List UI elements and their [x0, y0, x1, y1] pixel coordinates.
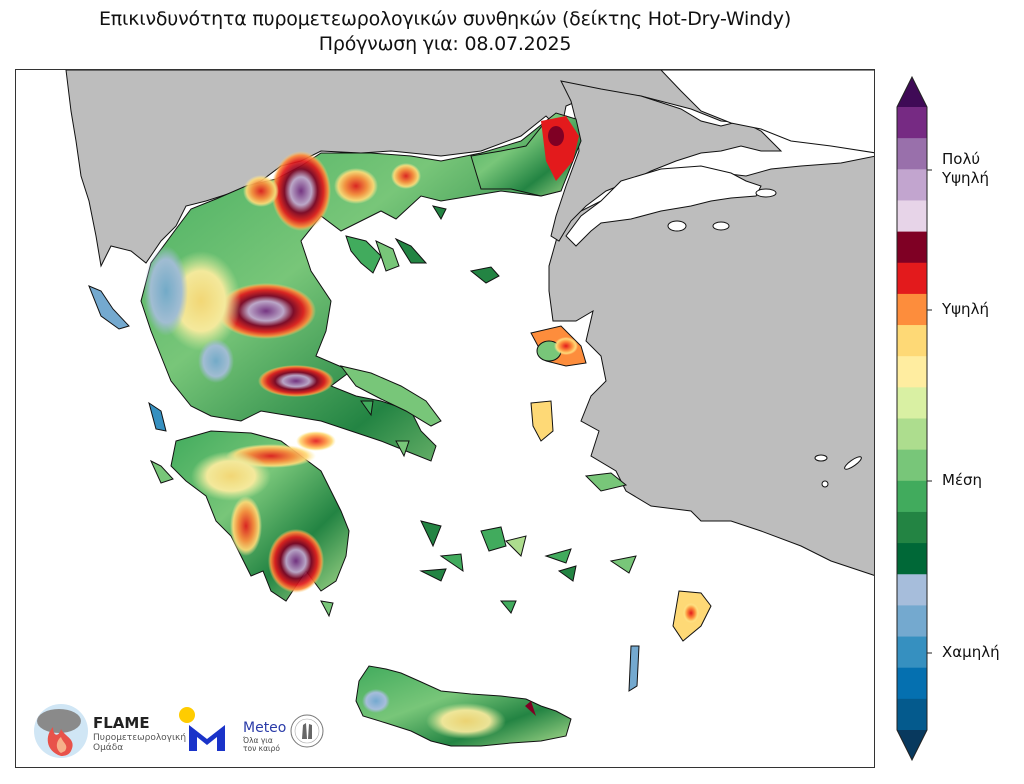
colorbar-segment: [897, 511, 927, 544]
colorbar-segment: [897, 387, 927, 420]
colorbar-segment: [897, 480, 927, 513]
hdw-risk-map: [65, 70, 874, 747]
meteo-logo-subtitle: Όλα για τον καιρό: [243, 736, 280, 753]
colorbar-tick-label: Πολύ Υψηλή: [942, 150, 989, 187]
colorbar-segment: [897, 605, 927, 638]
flame-logo-icon: [34, 704, 88, 758]
colorbar-tick-label: Μέση: [942, 471, 983, 489]
colorbar-segment: [897, 636, 927, 669]
colorbar-segment: [897, 449, 927, 482]
flame-logo-name: FLAME: [93, 714, 150, 732]
flame-logo-subtitle: Πυρομετεωρολογική Ομάδα: [93, 733, 187, 753]
map-title: Επικινδυνότητα πυρομετεωρολογικών συνθηκ…: [98, 8, 792, 30]
forecast-date: Πρόγνωση για: 08.07.2025: [318, 33, 572, 55]
risk-hotspots: [144, 151, 421, 593]
colorbar-segment: [897, 543, 927, 575]
colorbar-segment: [897, 418, 927, 451]
colorbar-segment: [897, 107, 927, 139]
colorbar-segment: [897, 574, 927, 606]
colorbar-segment: [897, 200, 927, 233]
colorbar-segment: [897, 262, 927, 295]
colorbar-segment: [897, 138, 927, 170]
colorbar-scale: [896, 75, 932, 762]
colorbar-segment: [897, 698, 927, 731]
logos-strip: FLAME Πυρομετεωρολογική Ομάδα Meteo Όλα γ…: [31, 701, 341, 761]
colorbar-segment: [897, 356, 927, 388]
colorbar-segment: [897, 231, 927, 264]
colorbar-segment: [897, 169, 927, 202]
map-panel: FLAME Πυρομετεωρολογική Ομάδα Meteo Όλα γ…: [15, 69, 875, 768]
colorbar-segment: [897, 293, 927, 326]
meteo-logo-icon: [179, 707, 225, 751]
colorbar-segment: [897, 667, 927, 700]
university-seal-icon: [290, 714, 324, 748]
foreign-land: [65, 70, 874, 576]
colorbar-tick-label: Υψηλή: [942, 300, 989, 318]
risk-colorbar: [896, 75, 932, 762]
colorbar-segment: [897, 325, 927, 357]
meteo-logo-name: Meteo: [243, 720, 287, 736]
colorbar-tick-label: Χαμηλή: [942, 643, 1000, 661]
